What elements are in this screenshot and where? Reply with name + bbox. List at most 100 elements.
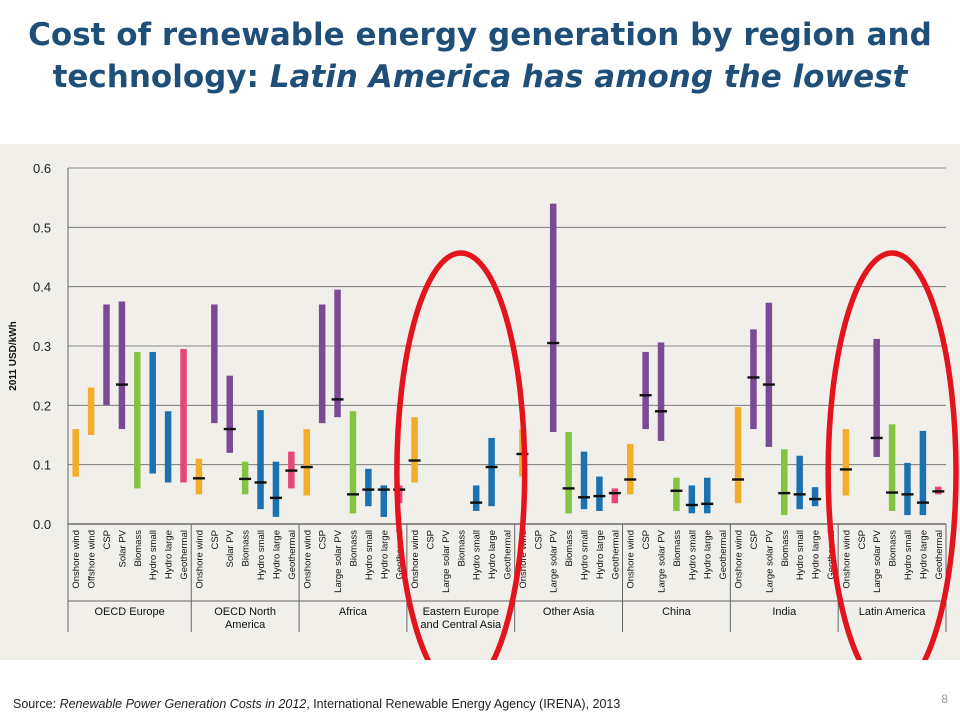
category-tick-label: Onshore wind bbox=[626, 530, 637, 589]
range-bar bbox=[734, 407, 742, 504]
highlight-circle bbox=[394, 250, 528, 660]
category-tick-label: Biomass bbox=[672, 530, 683, 567]
group-label: Africa bbox=[339, 606, 368, 618]
page-number: 8 bbox=[941, 692, 948, 706]
y-tick-label: 0.0 bbox=[33, 517, 51, 532]
range-bar bbox=[118, 301, 126, 430]
range-bar bbox=[919, 430, 927, 516]
category-tick-label: Geothermal bbox=[179, 530, 190, 580]
range-bar bbox=[811, 487, 819, 507]
range-bar bbox=[642, 351, 649, 430]
range-bar bbox=[657, 342, 665, 441]
range-bar bbox=[549, 203, 557, 433]
category-tick-label: Hydro small bbox=[903, 530, 914, 580]
category-tick-label: Geothermal bbox=[287, 530, 298, 580]
category-tick-label: Large solar PV bbox=[872, 529, 883, 593]
group-label: Other Asia bbox=[543, 606, 595, 618]
category-tick-label: Hydro large bbox=[703, 530, 714, 579]
y-tick-label: 0.2 bbox=[33, 398, 51, 413]
range-bar bbox=[380, 485, 388, 517]
group-label: OECD Europe bbox=[94, 606, 164, 618]
range-bar bbox=[565, 432, 572, 514]
range-bar bbox=[72, 429, 79, 477]
source-note: Source: Renewable Power Generation Costs… bbox=[13, 697, 620, 711]
category-tick-label: Onshore wind bbox=[410, 530, 421, 589]
title-line-1: Cost of renewable energy generation by r… bbox=[28, 17, 932, 53]
range-bar bbox=[180, 348, 187, 483]
category-tick-label: Hydro small bbox=[472, 530, 483, 580]
category-tick-label: Solar PV bbox=[117, 529, 128, 567]
category-tick-label: CSP bbox=[318, 530, 329, 550]
y-axis-label: 2011 USD/kWh bbox=[8, 321, 19, 390]
group-label: Latin America bbox=[859, 606, 927, 618]
range-bar bbox=[334, 289, 341, 418]
category-tick-label: Geothermal bbox=[610, 530, 621, 580]
range-bar bbox=[195, 458, 203, 495]
category-tick-label: Biomass bbox=[564, 530, 575, 567]
category-tick-label: CSP bbox=[641, 530, 652, 550]
category-tick-label: Hydro large bbox=[811, 530, 822, 579]
slide-title: Cost of renewable energy generation by r… bbox=[0, 14, 960, 98]
title-line-2-italic: Latin America has among the lowest bbox=[269, 59, 908, 95]
category-tick-label: Onshore wind bbox=[734, 530, 745, 589]
group-label: OECD North America bbox=[214, 606, 276, 631]
category-tick-label: Hydro large bbox=[379, 530, 390, 579]
range-bar bbox=[703, 477, 711, 514]
category-tick-label: Hydro small bbox=[148, 530, 159, 580]
range-bar bbox=[673, 477, 680, 511]
range-bar bbox=[580, 451, 588, 510]
source-prefix: Source: bbox=[13, 697, 60, 711]
category-tick-label: Geothermal bbox=[934, 530, 945, 580]
category-tick-label: Onshore wind bbox=[841, 530, 852, 589]
range-bar bbox=[626, 443, 634, 495]
range-bar bbox=[842, 429, 850, 496]
highlight-circle bbox=[825, 250, 959, 660]
range-bar bbox=[873, 338, 880, 457]
range-bar bbox=[226, 375, 233, 453]
range-bar bbox=[472, 485, 480, 511]
title-line-2: technology: Latin America has among the … bbox=[0, 56, 960, 98]
category-tick-label: Onshore wind bbox=[71, 530, 82, 589]
y-tick-label: 0.5 bbox=[33, 220, 51, 235]
range-bar bbox=[87, 387, 95, 435]
y-tick-label: 0.1 bbox=[33, 458, 51, 473]
range-bar bbox=[103, 304, 110, 406]
y-tick-label: 0.6 bbox=[33, 161, 51, 176]
range-bar bbox=[303, 429, 311, 496]
category-tick-label: Biomass bbox=[456, 530, 467, 567]
category-tick-label: Biomass bbox=[348, 530, 359, 567]
category-tick-label: Geothermal bbox=[718, 530, 729, 580]
category-tick-label: Biomass bbox=[241, 530, 252, 567]
category-tick-label: Solar PV bbox=[225, 529, 236, 567]
range-bar bbox=[888, 424, 896, 511]
range-bar bbox=[750, 329, 757, 430]
category-tick-label: Onshore wind bbox=[518, 530, 529, 589]
category-tick-label: Hydro large bbox=[918, 530, 929, 579]
chart-panel bbox=[0, 144, 960, 660]
range-bar bbox=[488, 437, 495, 507]
y-tick-label: 0.3 bbox=[33, 339, 51, 354]
category-tick-label: Biomass bbox=[780, 530, 791, 567]
category-tick-label: Hydro small bbox=[256, 530, 267, 580]
range-bar bbox=[211, 304, 218, 424]
category-tick-label: CSP bbox=[749, 530, 760, 550]
range-bar bbox=[688, 485, 696, 514]
category-tick-label: CSP bbox=[533, 530, 544, 550]
category-tick-label: CSP bbox=[102, 530, 113, 550]
category-tick-label: Large solar PV bbox=[549, 529, 560, 593]
group-label: Eastern Europe and Central Asia bbox=[420, 606, 502, 631]
category-tick-label: Hydro large bbox=[164, 530, 175, 579]
category-tick-label: Hydro large bbox=[487, 530, 498, 579]
category-tick-label: Onshore wind bbox=[302, 530, 313, 589]
source-title: Renewable Power Generation Costs in 2012 bbox=[59, 697, 307, 711]
range-bar bbox=[149, 351, 156, 474]
category-tick-label: Hydro small bbox=[364, 530, 375, 580]
category-tick-label: Onshore wind bbox=[194, 530, 205, 589]
category-tick-label: Large solar PV bbox=[657, 529, 668, 593]
category-tick-label: Hydro small bbox=[795, 530, 806, 580]
range-bar bbox=[411, 417, 418, 483]
range-bar bbox=[765, 302, 773, 447]
range-bar bbox=[796, 455, 803, 510]
range-bar bbox=[904, 462, 911, 516]
range-bar bbox=[318, 304, 326, 424]
